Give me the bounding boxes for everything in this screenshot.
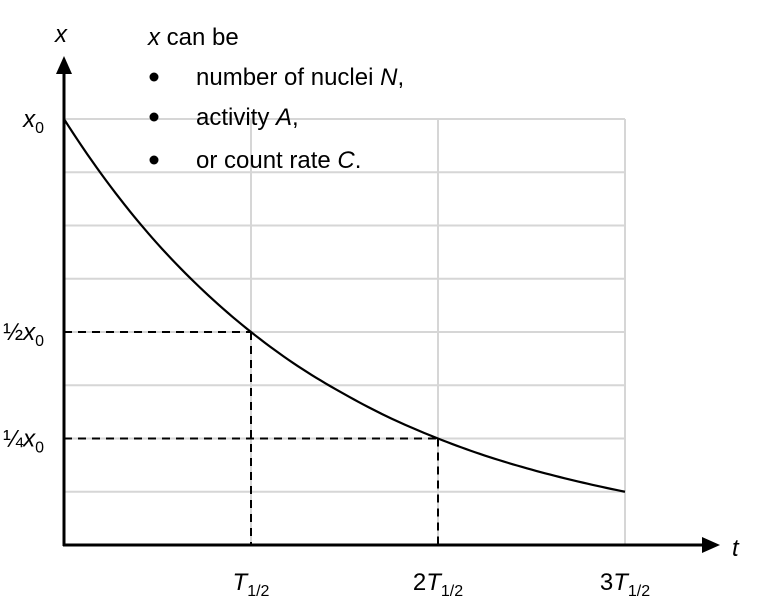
y-tick-subscript: 0 (35, 333, 44, 350)
note-item-1: number of nuclei N, (196, 64, 404, 91)
note-intro-rest: can be (160, 24, 239, 51)
y-tick-fraction: ½ (3, 319, 23, 346)
note-item-3-pre: or count rate (196, 147, 337, 174)
axes (56, 56, 720, 553)
bullet-1 (149, 72, 159, 82)
note-intro-var: x (147, 24, 161, 51)
x-tick-label-1: T1/2 (233, 569, 270, 600)
x-tick-subscript: 1/2 (628, 583, 650, 600)
y-tick-subscript: 0 (35, 440, 44, 457)
x-tick-subscript: 1/2 (441, 583, 463, 600)
x-tick-label-2: 2T1/2 (413, 569, 463, 600)
x-tick-coef: 3 (600, 569, 613, 596)
decay-curve (63, 118, 626, 493)
x-axis-arrowhead (702, 537, 720, 553)
note-item-1-pre: number of nuclei (196, 64, 380, 91)
y-tick-symbol: x (22, 319, 36, 346)
x-tick-subscript: 1/2 (247, 583, 269, 600)
half-life-guides (64, 331, 439, 545)
x-tick-labels: T1/2 2T1/2 3T1/2 (233, 569, 651, 600)
legend-note: x can be number of nuclei N, activity A,… (147, 24, 404, 174)
note-item-2: activity A, (196, 104, 299, 131)
y-tick-symbol: x (22, 426, 36, 453)
note-item-2-post: , (292, 104, 299, 131)
bullet-2 (149, 112, 159, 122)
x-axis-label: t (732, 535, 740, 562)
y-tick-label-1: x0 (22, 106, 44, 137)
x-tick-label-3: 3T1/2 (600, 569, 650, 600)
note-item-2-pre: activity (196, 104, 276, 131)
y-axis-arrowhead (56, 56, 72, 74)
note-item-1-post: , (397, 64, 404, 91)
note-item-3-post: . (355, 147, 362, 174)
y-tick-label-2: ½x0 (3, 319, 44, 350)
x-tick-symbol: T (613, 569, 630, 596)
x-tick-symbol: T (426, 569, 443, 596)
y-tick-label-3: ¼x0 (3, 426, 44, 457)
note-item-3-sym: C (337, 147, 355, 174)
note-intro: x can be (147, 24, 239, 51)
bullet-3 (149, 155, 159, 165)
x-tick-coef: 2 (413, 569, 426, 596)
note-item-3: or count rate C. (196, 147, 361, 174)
y-tick-fraction: ¼ (3, 426, 24, 453)
x-tick-symbol: T (233, 569, 250, 596)
y-tick-subscript: 0 (35, 120, 44, 137)
note-item-1-sym: N (380, 64, 398, 91)
y-tick-symbol: x (22, 106, 36, 133)
note-item-2-sym: A (274, 104, 292, 131)
y-axis-label: x (54, 21, 68, 48)
